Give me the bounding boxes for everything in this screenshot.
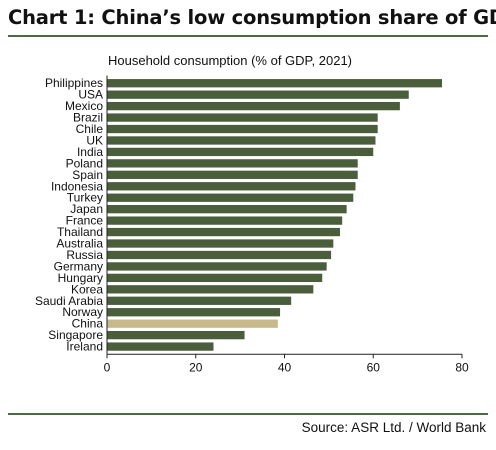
bar-mexico [107, 101, 400, 111]
bar-brazil [107, 113, 378, 122]
category-label: Indonesia [51, 179, 103, 193]
category-label: Thailand [57, 225, 103, 239]
bar-korea [107, 285, 314, 294]
bar-spain [107, 170, 358, 179]
top-rule [8, 35, 488, 37]
category-label: Brazil [73, 111, 103, 125]
x-tick-label: 40 [278, 360, 292, 374]
category-label: India [77, 145, 103, 159]
bar-france [107, 216, 343, 225]
x-tick-label: 20 [189, 360, 203, 374]
bar-norway [107, 308, 281, 317]
bar-germany [107, 262, 327, 271]
category-label: Korea [71, 282, 103, 296]
x-tick-label: 60 [367, 360, 381, 374]
category-label: Germany [54, 259, 103, 273]
bar-japan [107, 205, 347, 214]
category-label: USA [78, 88, 103, 102]
category-label: Chile [76, 122, 104, 136]
chart-title: Chart 1: China’s low consumption share o… [8, 6, 496, 29]
category-label: Ireland [66, 340, 103, 354]
bar-uk [107, 136, 376, 145]
category-label: Russia [66, 248, 103, 262]
chart-subtitle: Household consumption (% of GDP, 2021) [108, 53, 353, 68]
category-label: Philippines [45, 76, 103, 90]
category-labels: PhilippinesUSAMexicoBrazilChileUKIndiaPo… [35, 76, 103, 353]
bar-poland [107, 159, 358, 168]
bottom-rule [8, 413, 488, 415]
bar-singapore [107, 330, 245, 340]
source-note: Source: ASR Ltd. / World Bank [301, 420, 486, 435]
bar-turkey [107, 193, 354, 202]
category-label: Australia [56, 237, 103, 251]
category-label: UK [86, 133, 103, 147]
category-label: Mexico [65, 99, 103, 113]
bar-chile [107, 124, 378, 134]
category-label: Saudi Arabia [35, 294, 103, 308]
category-label: Turkey [67, 191, 103, 205]
bar-philippines [107, 79, 443, 88]
category-label: China [72, 317, 104, 331]
category-label: Spain [72, 168, 103, 182]
bar-usa [107, 90, 409, 99]
x-tick-label: 80 [455, 360, 469, 374]
category-label: Norway [62, 305, 103, 319]
category-label: France [66, 214, 104, 228]
bar-thailand [107, 227, 340, 237]
bar-indonesia [107, 182, 356, 191]
bar-china [107, 319, 278, 328]
bar-india [107, 147, 374, 157]
bar-australia [107, 239, 334, 248]
category-label: Poland [66, 156, 103, 170]
bars-group [107, 79, 443, 351]
category-label: Singapore [48, 328, 103, 342]
category-label: Japan [70, 202, 103, 216]
bar-russia [107, 250, 332, 260]
bar-saudi-arabia [107, 296, 292, 305]
x-axis: 0 20 40 60 80 [104, 75, 469, 374]
bar-hungary [107, 273, 323, 283]
x-tick-label: 0 [104, 360, 111, 374]
category-label: Hungary [58, 271, 103, 285]
bar-ireland [107, 342, 214, 351]
